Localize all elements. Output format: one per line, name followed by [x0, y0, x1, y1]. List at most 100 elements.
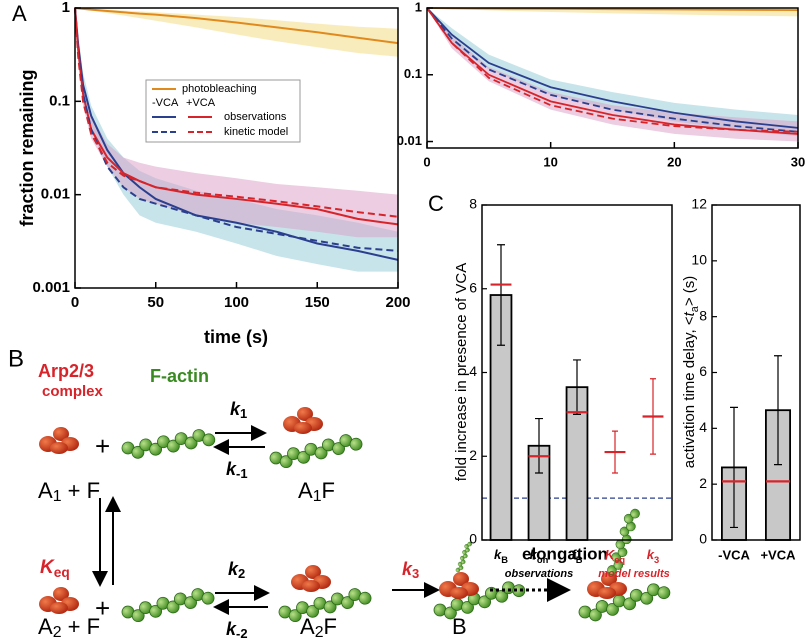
- y-tick-label: 1: [415, 0, 422, 14]
- text-part: t: [681, 311, 698, 316]
- text-part: F: [322, 478, 335, 503]
- text-part: B: [501, 555, 508, 565]
- y-tick-label: 4: [699, 419, 707, 435]
- state-label: B: [452, 614, 467, 639]
- panel-label: A: [12, 1, 27, 26]
- text-part: + F: [62, 478, 101, 503]
- text-part: k: [226, 459, 237, 479]
- arp-complex: [291, 565, 331, 592]
- legend-column-header: +VCA: [186, 97, 216, 109]
- text-part: 2: [238, 566, 245, 581]
- text-part: A: [38, 478, 53, 503]
- x-tick-label: 0: [71, 294, 79, 311]
- error-bar: [774, 355, 782, 466]
- y-axis-label: activation time delay, <ta> (s): [681, 276, 701, 469]
- text-part: B: [452, 614, 467, 639]
- rate-label: k2: [228, 559, 245, 582]
- x-tick-label: kon: [530, 547, 549, 565]
- actin-label: F-actin: [150, 366, 209, 386]
- y-tick-label: 0: [699, 531, 707, 547]
- text-part: 2: [53, 624, 62, 639]
- text-part: 1: [313, 488, 322, 505]
- y-tick-label: 12: [691, 196, 707, 212]
- x-tick-label: +VCA: [760, 547, 796, 562]
- y-tick-label: 8: [469, 196, 477, 212]
- panel-label: B: [8, 345, 24, 372]
- rate-label: k1: [230, 399, 247, 422]
- line-series: [426, 7, 799, 133]
- y-tick-label: 1: [62, 0, 70, 16]
- y-tick-label: 6: [469, 279, 477, 295]
- text-part: 1: [53, 488, 62, 505]
- arp-label: Arp2/3: [38, 361, 94, 381]
- actin-filament: [268, 430, 364, 472]
- error-bar: [535, 417, 543, 474]
- x-tick-label: -VCA: [718, 547, 750, 562]
- x-tick-label: 10: [543, 154, 557, 169]
- text-part: + F: [62, 614, 101, 639]
- confidence-band: [75, 8, 398, 272]
- x-tick-label: 100: [224, 294, 249, 311]
- y-tick-label: 2: [699, 475, 707, 491]
- x-tick-label: 200: [385, 294, 410, 311]
- line-series: [74, 7, 399, 261]
- text-part: k: [402, 559, 413, 579]
- x-tick-label: fB: [571, 547, 582, 565]
- x-axis-label: time (s): [204, 327, 268, 347]
- x-tick-label: 150: [305, 294, 330, 311]
- y-tick-label: 6: [699, 363, 707, 379]
- legend-entry: kinetic model: [224, 126, 288, 138]
- error-bar: [730, 406, 738, 529]
- text-part: f: [571, 547, 577, 562]
- y-axis-label: fraction remaining: [17, 69, 37, 226]
- text-part: A: [300, 614, 315, 639]
- x-tick-label: kB: [494, 547, 508, 565]
- arp-complex: [39, 587, 79, 614]
- text-part: B: [576, 555, 583, 565]
- state-label: A1 + F: [38, 478, 100, 505]
- reaction-diagram: B Arp2/3 complex F-actin + A1 + F k1 k-1…: [8, 345, 672, 639]
- text-part: k: [530, 547, 538, 562]
- text-part: k: [647, 547, 655, 562]
- text-part: > (s): [681, 276, 698, 306]
- rate-label: k-1: [226, 459, 248, 482]
- line-series: [426, 7, 799, 133]
- text-part: K: [605, 547, 616, 562]
- text-part: k: [228, 559, 239, 579]
- text-part: eq: [614, 555, 625, 565]
- text-part: F: [324, 614, 337, 639]
- panel-label: C: [428, 191, 444, 216]
- model-error-bar: [650, 378, 656, 455]
- y-tick-label: 0: [469, 531, 477, 547]
- line-series: [74, 7, 399, 252]
- error-bar: [573, 359, 581, 415]
- state-label: A2F: [300, 614, 337, 639]
- state-label: A1F: [298, 478, 335, 505]
- text-part: A: [38, 614, 53, 639]
- error-bar: [497, 244, 505, 346]
- text-part: K: [40, 557, 55, 578]
- actin-filament: [120, 426, 217, 462]
- y-tick-label: 10: [691, 252, 707, 268]
- state-label: A2 + F: [38, 614, 100, 639]
- confidence-band: [75, 8, 398, 57]
- text-part: A: [298, 478, 313, 503]
- text-part: -1: [236, 466, 248, 481]
- arp-label: complex: [42, 383, 104, 400]
- y-tick-label: 0.001: [32, 279, 70, 296]
- text-part: eq: [54, 565, 70, 580]
- group-label: observations: [505, 568, 573, 580]
- text-part: activation time delay, <: [681, 316, 698, 468]
- legend-column-header: -VCA: [152, 97, 179, 109]
- x-tick-label: Keq: [605, 547, 626, 565]
- text-part: -2: [236, 626, 248, 639]
- text-part: a: [689, 306, 701, 312]
- y-tick-label: 0.1: [404, 66, 422, 81]
- confidence-band: [75, 8, 398, 238]
- text-part: k: [230, 399, 241, 419]
- y-tick-label: 2: [469, 447, 477, 463]
- rate-label: k-2: [226, 619, 248, 639]
- x-tick-label: 30: [791, 154, 805, 169]
- x-tick-label: 50: [147, 294, 164, 311]
